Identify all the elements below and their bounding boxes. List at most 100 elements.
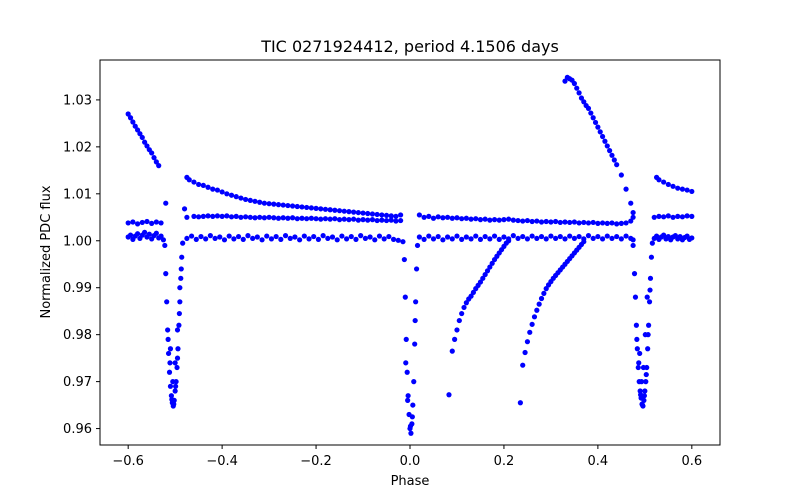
data-point — [184, 235, 190, 242]
data-point — [648, 254, 655, 260]
data-point — [198, 233, 204, 240]
data-point — [240, 236, 246, 242]
data-point — [355, 217, 361, 223]
data-point — [607, 148, 613, 154]
data-point — [311, 233, 317, 240]
data-point — [634, 346, 640, 352]
data-point — [174, 327, 181, 333]
data-point — [252, 198, 258, 204]
data-point — [618, 172, 624, 178]
data-point — [480, 275, 486, 281]
data-point — [435, 233, 441, 240]
x-tick-label: −0.6 — [112, 454, 144, 469]
data-point — [604, 233, 610, 239]
data-point — [294, 203, 300, 210]
data-point — [623, 233, 629, 239]
data-point — [501, 217, 507, 223]
data-point — [214, 213, 221, 219]
data-point — [369, 217, 376, 223]
data-point — [630, 214, 636, 220]
data-point — [169, 396, 175, 403]
data-point — [353, 236, 359, 242]
data-point — [304, 204, 310, 211]
data-point — [670, 214, 676, 220]
data-point — [538, 219, 545, 225]
data-point — [395, 237, 401, 243]
y-tick-label: 0.97 — [63, 375, 92, 390]
data-point — [322, 206, 329, 212]
data-point — [292, 234, 298, 240]
data-point — [640, 364, 647, 371]
data-point — [578, 95, 585, 101]
data-point — [643, 379, 649, 385]
data-point — [463, 234, 469, 240]
data-point — [156, 163, 162, 169]
data-point — [487, 236, 493, 242]
data-point — [588, 110, 594, 116]
data-point — [404, 369, 410, 375]
data-point — [576, 90, 582, 96]
data-point — [278, 236, 284, 242]
data-point — [675, 213, 681, 219]
data-point — [271, 201, 277, 207]
data-point — [414, 242, 421, 249]
data-point — [581, 99, 587, 105]
data-point — [228, 192, 235, 198]
data-point — [250, 235, 256, 242]
data-point — [205, 184, 211, 190]
data-point — [268, 236, 275, 242]
data-point — [416, 212, 422, 218]
data-point — [646, 299, 653, 305]
data-point — [203, 236, 209, 242]
data-point — [522, 349, 528, 356]
data-point — [463, 215, 469, 221]
data-point — [165, 327, 171, 333]
data-point — [689, 188, 695, 195]
data-point — [308, 205, 314, 211]
data-point — [388, 213, 394, 219]
data-point — [412, 317, 418, 324]
data-point — [299, 215, 305, 221]
data-point — [571, 219, 577, 225]
data-point — [529, 218, 535, 225]
data-point — [430, 215, 437, 221]
data-point — [153, 159, 159, 165]
x-tick-label: 0.0 — [400, 454, 421, 469]
data-point — [332, 207, 338, 213]
data-point — [299, 204, 305, 210]
data-point — [327, 207, 333, 213]
data-point — [210, 213, 216, 219]
data-point — [630, 237, 636, 243]
data-point — [642, 332, 648, 338]
data-point — [132, 123, 138, 129]
data-point — [339, 233, 345, 239]
data-point — [421, 236, 427, 242]
data-point — [336, 217, 343, 223]
data-point — [224, 213, 230, 219]
data-point — [477, 236, 484, 242]
data-point — [531, 314, 538, 320]
data-point — [444, 214, 451, 220]
data-point — [174, 364, 180, 371]
data-point — [257, 199, 263, 205]
data-point — [487, 264, 493, 270]
data-point — [527, 329, 533, 335]
data-point — [301, 233, 307, 239]
data-point — [661, 179, 667, 185]
data-point — [289, 203, 296, 209]
data-point — [628, 200, 634, 206]
data-point — [365, 217, 371, 223]
data-point — [456, 317, 462, 324]
data-point — [473, 216, 479, 222]
data-point — [538, 233, 545, 240]
data-point — [463, 300, 469, 306]
data-point — [592, 119, 599, 126]
data-point — [134, 231, 141, 237]
data-point — [219, 213, 225, 219]
x-axis: −0.6 −0.4 −0.2 0.0 0.2 0.4 0.6 — [112, 445, 702, 469]
data-point — [520, 218, 526, 224]
data-point — [282, 233, 289, 239]
data-point — [167, 346, 174, 352]
data-point — [679, 186, 686, 192]
